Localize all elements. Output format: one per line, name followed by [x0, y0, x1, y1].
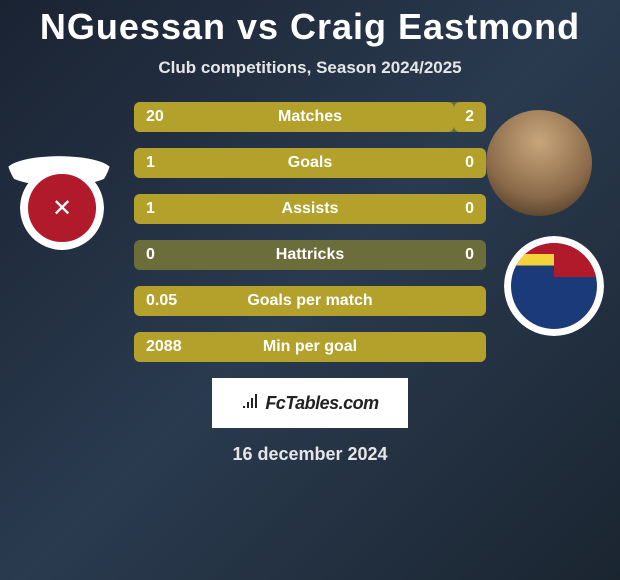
club-right-badge — [504, 236, 604, 336]
stat-label: Min per goal — [263, 338, 357, 356]
attribution-box: FcTables.com — [212, 378, 408, 428]
stat-value-left: 0.05 — [146, 292, 177, 310]
stat-row: 0 Hattricks 0 — [134, 240, 486, 270]
club-left-badge: ✕ — [20, 166, 104, 250]
stat-bars-container: 20 Matches 2 1 Goals 0 1 Assists 0 0 Hattricks 0 0.0… — [134, 102, 486, 362]
stat-row: 1 Assists 0 — [134, 194, 486, 224]
stat-label: Hattricks — [276, 246, 344, 264]
footer-date: 16 december 2024 — [0, 444, 620, 465]
stat-label: Goals per match — [247, 292, 372, 310]
player-right-photo — [486, 110, 592, 216]
stat-value-left: 1 — [146, 200, 155, 218]
comparison-content: ✕ 20Matches21Goals01Assists00Hattricks00… — [0, 102, 620, 362]
page-subtitle: Club competitions, Season 2024/2025 — [0, 58, 620, 78]
stat-row: 20 Matches 2 — [134, 102, 486, 132]
stat-label: Goals — [288, 154, 332, 172]
stat-row: 0.05 Goals per match — [134, 286, 486, 316]
stat-value-right: 0 — [465, 246, 474, 264]
stat-value-right: 2 — [465, 108, 474, 126]
stat-label: Matches — [278, 108, 342, 126]
stat-value-left: 1 — [146, 154, 155, 172]
stat-value-right: 0 — [465, 154, 474, 172]
page-title: NGuessan vs Craig Eastmond — [0, 0, 620, 48]
attribution-text: FcTables.com — [265, 393, 378, 414]
stat-value-right: 0 — [465, 200, 474, 218]
player-right-avatar — [486, 110, 592, 216]
stat-row: 2088 Min per goal — [134, 332, 486, 362]
chart-icon — [241, 392, 259, 415]
stat-value-left: 20 — [146, 108, 164, 126]
stat-value-left: 0 — [146, 246, 155, 264]
stat-value-left: 2088 — [146, 338, 182, 356]
stat-row: 1 Goals 0 — [134, 148, 486, 178]
stat-label: Assists — [282, 200, 339, 218]
